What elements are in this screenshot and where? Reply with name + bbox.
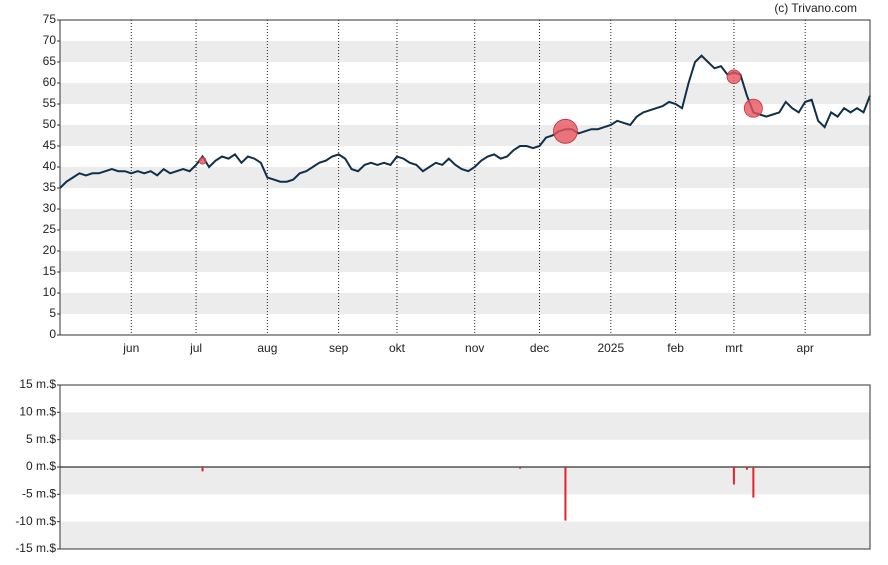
y-tick-label: 40: [43, 159, 57, 173]
y-tick-label: 20: [43, 243, 57, 257]
y-tick-label: 75: [43, 12, 57, 26]
y-tick-label: 70: [43, 33, 57, 47]
grid-band: [60, 412, 870, 440]
plot-frame: [59, 19, 871, 336]
bar: [201, 467, 204, 472]
y-tick-label: 35: [43, 180, 57, 194]
x-tick-label: dec: [530, 341, 549, 355]
x-tick-label: mrt: [725, 341, 743, 355]
y-tick-label: -15 m.$: [15, 541, 56, 555]
y-tick-label: 0: [49, 327, 56, 341]
y-tick-label: 45: [43, 138, 57, 152]
y-tick-label: 0 m.$: [26, 459, 56, 473]
y-tick-label: 25: [43, 222, 57, 236]
trade-bubble: [198, 156, 207, 165]
y-tick-label: 5 m.$: [26, 432, 56, 446]
y-tick-label: 15 m.$: [19, 377, 56, 391]
y-tick-label: 65: [43, 54, 57, 68]
x-tick-label: jul: [189, 341, 202, 355]
x-tick-label: sep: [329, 341, 349, 355]
grid-band: [60, 467, 870, 495]
y-tick-label: 50: [43, 117, 57, 131]
bar: [564, 467, 567, 521]
trade-bubble: [726, 69, 742, 84]
trade-bubble: [553, 118, 578, 144]
grid-band: [60, 209, 870, 230]
y-tick-label: -10 m.$: [15, 514, 56, 528]
bar: [752, 467, 755, 498]
y-tick-label: 10 m.$: [19, 405, 56, 419]
bar: [745, 467, 748, 470]
x-tick-label: jun: [122, 341, 139, 355]
grid-band: [60, 251, 870, 272]
y-tick-label: -5 m.$: [22, 487, 56, 501]
bar: [732, 467, 735, 485]
x-tick-label: aug: [257, 341, 277, 355]
y-tick-label: 60: [43, 75, 57, 89]
copyright: (c) Trivano.com: [774, 1, 857, 15]
y-tick-label: 30: [43, 201, 57, 215]
y-tick-label: 10: [43, 285, 57, 299]
grid-band: [60, 167, 870, 188]
x-tick-label: okt: [389, 341, 406, 355]
grid-band: [60, 125, 870, 146]
y-tick-label: 15: [43, 264, 57, 278]
x-tick-label: apr: [797, 341, 814, 355]
bar: [519, 467, 522, 469]
grid-band: [60, 83, 870, 104]
y-tick-label: 55: [43, 96, 57, 110]
plot-frame: [59, 384, 871, 550]
grid-band: [60, 521, 870, 549]
grid-band: [60, 293, 870, 314]
trade-bubble: [743, 98, 763, 118]
grid-band: [60, 41, 870, 62]
x-tick-label: 2025: [597, 341, 624, 355]
x-tick-label: feb: [667, 341, 684, 355]
x-tick-label: nov: [465, 341, 484, 355]
y-tick-label: 5: [49, 306, 56, 320]
